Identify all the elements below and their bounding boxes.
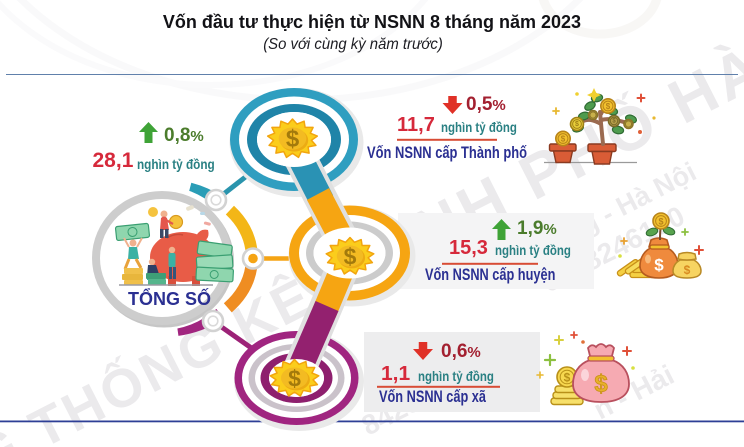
svg-text:$: $: [658, 217, 663, 227]
svg-text:$: $: [286, 126, 300, 153]
svg-text:$: $: [612, 119, 616, 125]
svg-text:$: $: [606, 102, 611, 111]
svg-text:$: $: [654, 256, 664, 275]
svg-text:$: $: [594, 371, 608, 398]
svg-text:$: $: [575, 121, 579, 128]
svg-text:$: $: [344, 244, 357, 270]
svg-text:$: $: [288, 366, 301, 392]
svg-text:$: $: [561, 135, 566, 144]
svg-text:$: $: [564, 371, 571, 385]
svg-text:$: $: [684, 263, 691, 277]
